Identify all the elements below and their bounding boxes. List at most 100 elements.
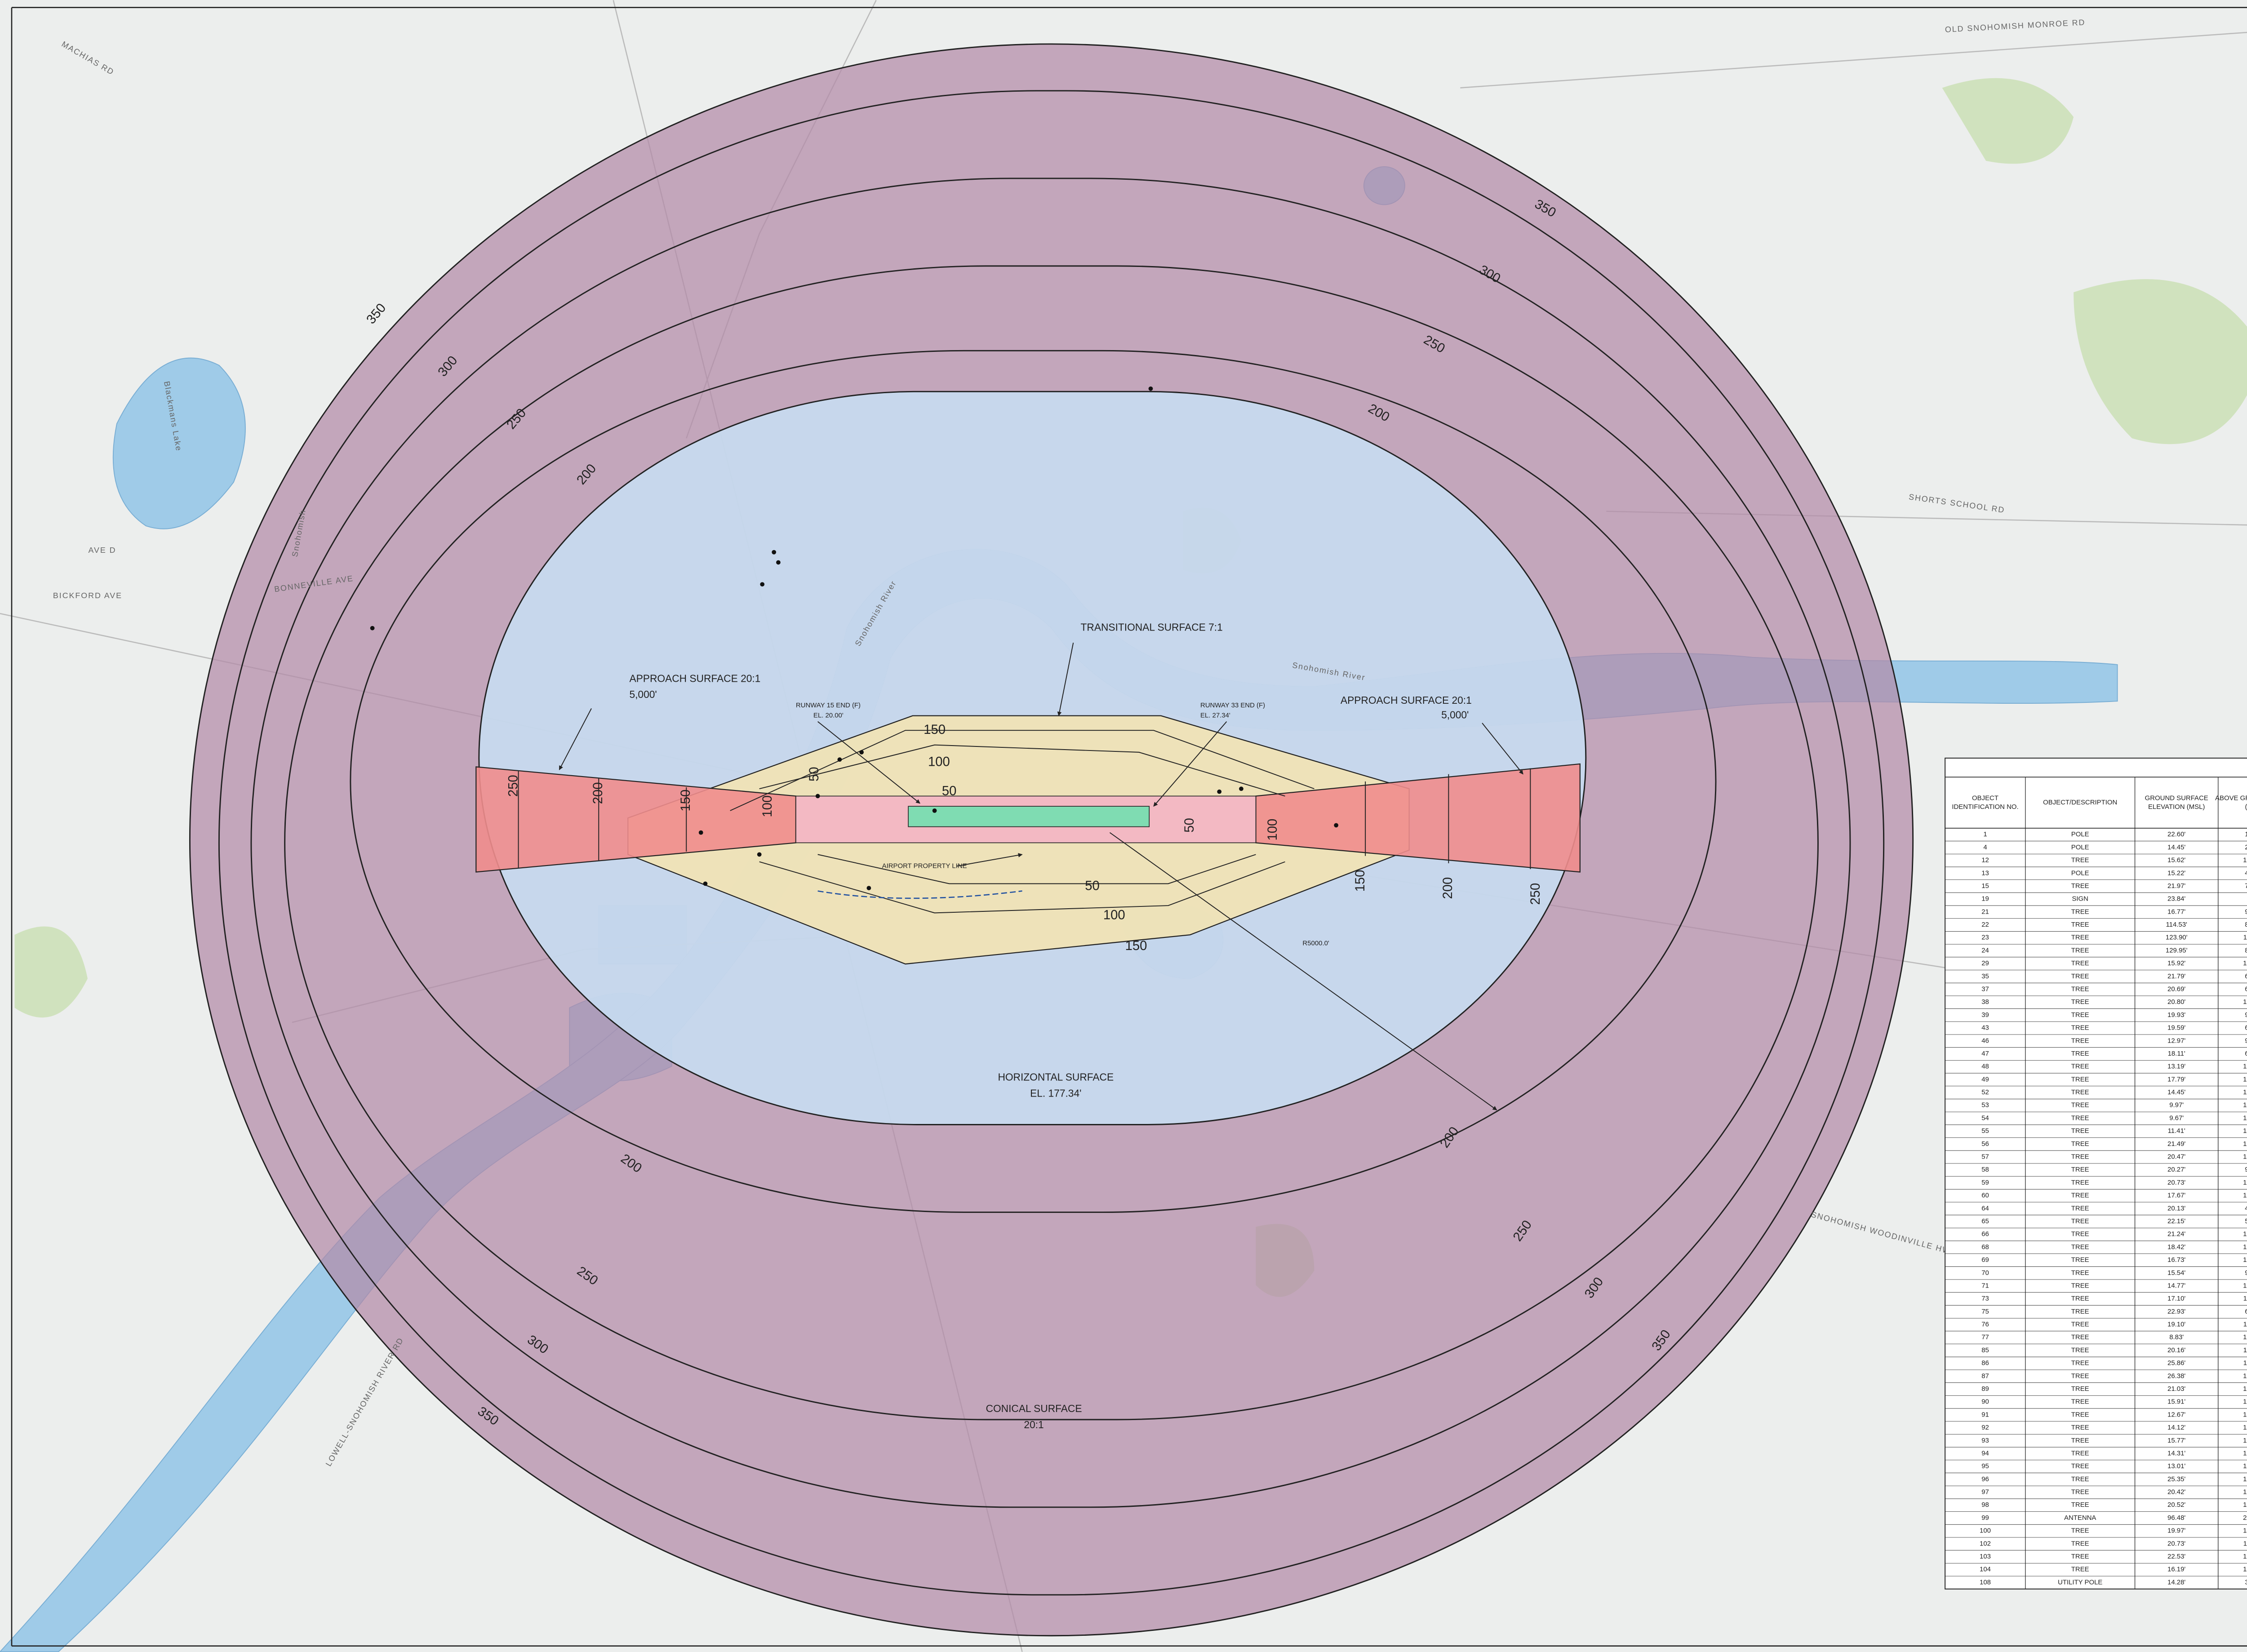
table-cell: 21.03': [2167, 1385, 2185, 1393]
contour-label: 50: [1182, 818, 1197, 833]
table-cell: 39: [1981, 1011, 1989, 1019]
table-cell: ANTENNA: [2064, 1514, 2096, 1522]
table-cell: 60: [1981, 1192, 1989, 1199]
table-cell: TREE: [2071, 946, 2089, 954]
table-cell: 76: [1981, 1321, 1989, 1328]
surface-label: CONICAL SURFACE: [986, 1403, 1082, 1414]
table-cell: 24: [1981, 946, 1989, 954]
contour-label: 150: [1125, 939, 1147, 953]
table-cell: POLE: [2071, 844, 2089, 851]
table-cell: 144.38': [2243, 1527, 2247, 1535]
table-cell: TREE: [2071, 959, 2089, 967]
table-cell: 22.15': [2167, 1217, 2185, 1225]
table-cell: 14.28': [2167, 1578, 2185, 1586]
table-cell: 90: [1981, 1398, 1989, 1406]
table-cell: TREE: [2071, 1475, 2089, 1483]
table-cell: TREE: [2071, 1411, 2089, 1418]
table-cell: 17.79': [2167, 1075, 2185, 1083]
surface-label: APPROACH SURFACE 20:1: [629, 672, 760, 684]
surface-label: TRANSITIONAL SURFACE 7:1: [1081, 622, 1223, 633]
table-cell: TREE: [2071, 1204, 2089, 1212]
table-cell: 57: [1981, 1153, 1989, 1161]
table-cell: TREE: [2071, 908, 2089, 915]
table-cell: 13.19': [2167, 1063, 2185, 1070]
table-cell: 98.21': [2245, 1166, 2247, 1173]
table-cell: 55: [1981, 1127, 1989, 1135]
table-cell: 18.11': [2168, 1050, 2185, 1057]
table-cell: 157.04': [2243, 1385, 2247, 1393]
table-cell: TREE: [2071, 1050, 2089, 1057]
contour-label: 150: [679, 790, 693, 812]
table-cell: 159.19': [2243, 1437, 2247, 1444]
radius-label: R5000.0': [1302, 940, 1329, 947]
table-cell: 21.97': [2167, 882, 2185, 890]
table-cell: 19.10': [2167, 1321, 2185, 1328]
table-cell: 97: [1981, 1488, 1989, 1496]
table-cell: 21.24': [2167, 1230, 2185, 1238]
table-cell: 135.92': [2243, 1553, 2247, 1560]
table-cell: TREE: [2071, 1179, 2089, 1186]
runway-label: EL. 20.00': [813, 712, 844, 719]
table-cell: TREE: [2071, 1140, 2089, 1148]
table-cell: 84.31': [2245, 946, 2247, 954]
table-cell: TREE: [2071, 1449, 2089, 1457]
table-cell: 99: [1981, 1514, 1989, 1522]
table-cell: TREE: [2071, 1063, 2089, 1070]
table-cell: 26.38': [2167, 1372, 2185, 1380]
table-cell: TREE: [2071, 1295, 2089, 1302]
table-cell: 130.89': [2243, 1333, 2247, 1341]
table-cell: 11.41': [2168, 1127, 2185, 1135]
table-cell: 135.68': [2243, 1449, 2247, 1457]
table-cell: 21: [1981, 908, 1989, 915]
table-cell: 87: [1981, 1372, 1989, 1380]
table-cell: 9.67': [2169, 1114, 2184, 1122]
table-cell: 149.33': [2243, 1566, 2247, 1573]
table-cell: 54: [1981, 1114, 1989, 1122]
table-cell: 70: [1981, 1269, 1989, 1277]
table-cell: 20.73': [2167, 1179, 2185, 1186]
table-cell: 50.85': [2245, 1217, 2247, 1225]
table-cell: 22: [1981, 921, 1989, 928]
table-cell: 96: [1981, 1475, 1989, 1483]
table-cell: 35: [1981, 973, 1989, 980]
table-cell: 159.00': [2243, 1475, 2247, 1483]
table-cell: 15.62': [2167, 857, 2185, 864]
table-cell: 94: [1981, 1449, 1989, 1457]
table-cell: 133.39': [2243, 1088, 2247, 1096]
table-cell: 22.53': [2167, 1553, 2185, 1560]
table-cell: TREE: [2071, 921, 2089, 928]
table-cell: TREE: [2071, 1101, 2089, 1109]
table-cell: 13: [1981, 869, 1989, 877]
table-cell: 20.16': [2167, 1346, 2185, 1354]
table-cell: 129.95': [2243, 1282, 2247, 1289]
table-cell: 38: [1981, 998, 1989, 1006]
table-cell: 98: [1981, 1501, 1989, 1509]
table-cell: 104: [1980, 1566, 1991, 1573]
table-cell: 43: [1981, 1024, 1989, 1032]
surface-label: 5,000': [629, 688, 657, 700]
table-cell: 95: [1981, 1462, 1989, 1470]
table-cell: 114.53': [2166, 921, 2187, 928]
table-cell: 37.80': [2245, 1578, 2247, 1586]
table-cell: 16.77': [2167, 908, 2185, 915]
table-cell: 91: [1981, 1411, 1989, 1418]
table-cell: 62.05': [2245, 1024, 2247, 1032]
runway: [908, 806, 1149, 826]
table-cell: 12.67': [2167, 1411, 2185, 1418]
table-cell: 20.80': [2167, 998, 2185, 1006]
table-cell: 19.97': [2167, 1527, 2185, 1535]
table-cell: 109.70': [2243, 998, 2247, 1006]
table-cell: 28.79': [2245, 844, 2247, 851]
surface-label: APPROACH SURFACE 20:1: [1341, 694, 1472, 706]
table-cell: 13.01': [2167, 1462, 2185, 1470]
table-cell: 21.49': [2167, 1140, 2185, 1148]
table-cell: 20.27': [2167, 1166, 2185, 1173]
contour-label: 200: [1441, 877, 1455, 899]
table-cell: 69.59': [2245, 1308, 2247, 1315]
table-cell: 22.93': [2167, 1308, 2185, 1315]
table-cell: 130.44': [2243, 1488, 2247, 1496]
table-cell: TREE: [2071, 1359, 2089, 1367]
table-header: OBJECT/DESCRIPTION: [2043, 799, 2117, 806]
table-cell: 14.45': [2167, 844, 2185, 851]
surface-label: HORIZONTAL SURFACE: [998, 1071, 1114, 1083]
